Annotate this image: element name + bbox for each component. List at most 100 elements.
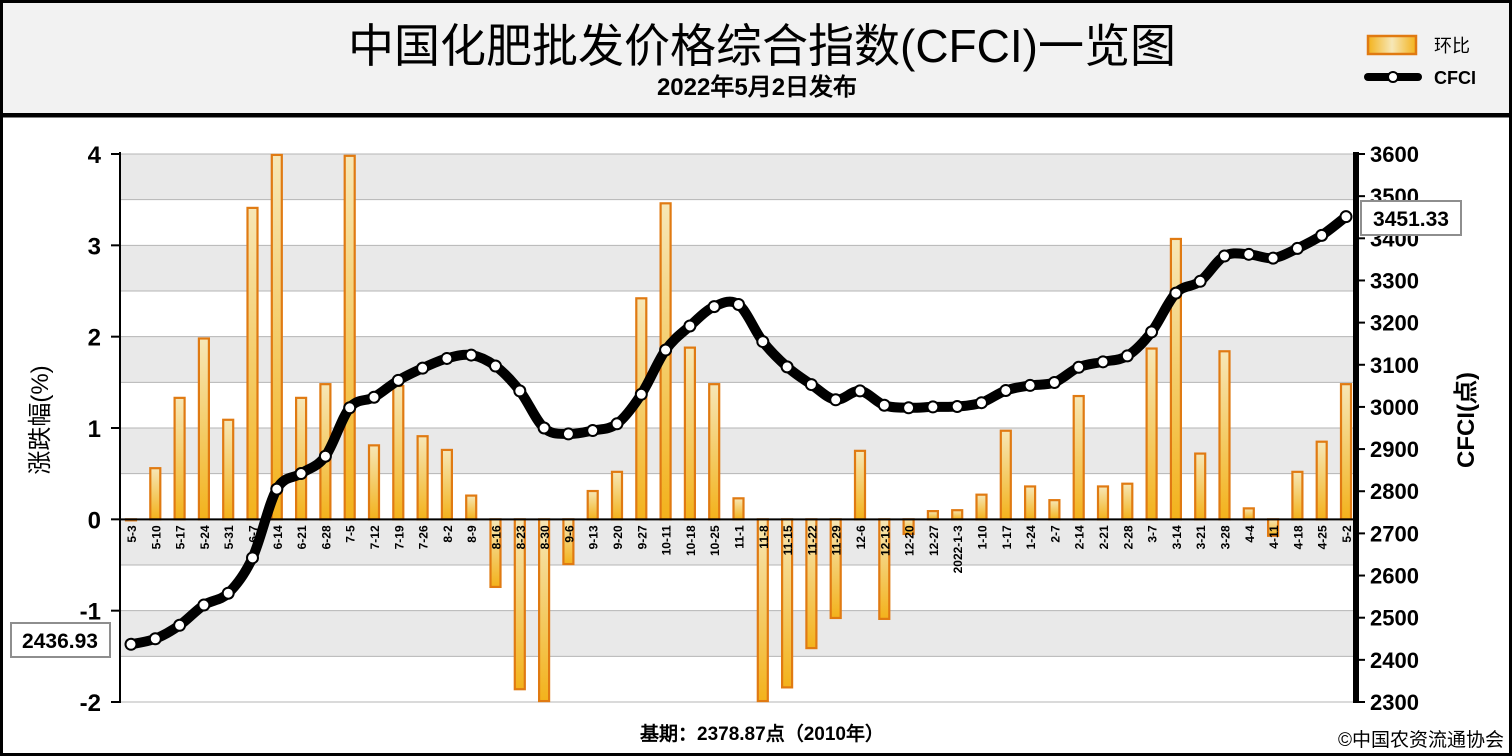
cfci-point-6-21: [294, 467, 308, 481]
x-tick-label: 9-6: [562, 525, 576, 543]
bar-2-21: [1096, 485, 1110, 521]
legend-line-label: CFCI: [1434, 68, 1476, 88]
bar-3-14: [1169, 237, 1183, 521]
callout-start-box: [10, 622, 111, 658]
bar-3-21: [1194, 452, 1207, 521]
cfci-point-1-24: [1023, 378, 1037, 392]
left-tick-label: 0: [88, 507, 101, 534]
bar-1-17: [999, 429, 1012, 521]
cfci-point-8-9: [464, 348, 478, 362]
bar-1-24: [1023, 485, 1037, 521]
bar-9-13: [586, 489, 599, 521]
x-tick-label: 11-22: [805, 525, 819, 555]
right-axis-label: CFCI(点): [1453, 372, 1480, 468]
bar-2-28: [1121, 482, 1134, 521]
bar-4-18: [1291, 470, 1304, 521]
cfci-point-5-24: [197, 598, 211, 612]
bar-8-2: [440, 448, 453, 521]
x-tick-label: 8-2: [441, 525, 455, 543]
bar-7-19: [392, 384, 405, 521]
legend-bar-label: 环比: [1434, 36, 1470, 56]
cfci-point-3-7: [1145, 325, 1159, 339]
cfci-point-9-13: [586, 424, 600, 438]
cfci-point-2022-1-3: [950, 400, 964, 414]
bar-7-12: [367, 444, 381, 521]
cfci-point-7-19: [391, 373, 405, 387]
cfci-point-5-10: [148, 632, 162, 646]
chart-title: 中国化肥批发价格综合指数(CFCI)一览图: [348, 20, 1176, 72]
callout-end-box: [1360, 200, 1462, 236]
right-tick-label: 2800: [1370, 479, 1419, 504]
bar-10-18: [683, 346, 697, 521]
bar-2022-1-3: [951, 509, 964, 521]
cfci-point-6-14: [270, 482, 284, 496]
x-tick-label: 10-18: [684, 525, 698, 556]
x-tick-label: 12-6: [854, 525, 868, 549]
right-tick-label: 2700: [1370, 521, 1419, 546]
bar-5-2: [1339, 383, 1353, 521]
right-tick-label: 2600: [1370, 564, 1419, 589]
x-tick-label: 1-17: [1000, 525, 1014, 549]
cfci-point-8-30: [537, 421, 551, 435]
cfci-point-3-21: [1193, 274, 1207, 288]
bar-4-25: [1315, 440, 1328, 521]
bar-5-31: [222, 418, 235, 521]
bar-5-17: [173, 396, 186, 521]
cfci-point-2-28: [1120, 349, 1134, 363]
bar-2-7: [1048, 499, 1061, 521]
x-tick-label: 3-21: [1194, 525, 1208, 549]
right-tick-label: 3300: [1370, 268, 1419, 293]
cfci-point-4-4: [1242, 247, 1256, 261]
x-tick-label: 4-25: [1316, 525, 1330, 549]
grid-band: [120, 519, 1356, 565]
cfci-point-7-12: [367, 390, 381, 404]
cfci-point-5-31: [221, 586, 235, 600]
bar-12-27: [926, 510, 940, 521]
x-tick-label: 1-10: [976, 525, 990, 549]
callout-end: 3451.33: [1360, 200, 1462, 236]
x-tick-label: 5-10: [149, 525, 163, 549]
right-tick-label: 3600: [1370, 142, 1419, 167]
cfci-point-5-17: [173, 618, 187, 632]
callout-start-value: 2436.93: [22, 630, 98, 653]
x-tick-label: 8-23: [514, 525, 528, 549]
right-tick-label: 3000: [1370, 395, 1419, 420]
x-tick-label: 10-25: [708, 525, 722, 556]
x-tick-label: 3-14: [1170, 525, 1184, 549]
cfci-point-7-5: [343, 401, 357, 415]
x-tick-label: 6-14: [271, 525, 285, 549]
cfci-point-9-27: [634, 387, 648, 401]
x-tick-label: 11-8: [757, 525, 771, 549]
x-tick-label: 5-3: [125, 525, 139, 543]
x-tick-label: 2-7: [1048, 525, 1062, 543]
x-tick-label: 2-21: [1097, 525, 1111, 549]
cfci-point-1-17: [999, 383, 1013, 397]
x-tick-label: 7-5: [344, 525, 358, 543]
bar-5-10: [149, 467, 162, 521]
x-tick-label: 8-9: [465, 525, 479, 543]
cfci-point-4-18: [1290, 241, 1304, 255]
x-tick-label: 1-24: [1024, 525, 1038, 549]
grid-band: [120, 610, 1356, 657]
left-tick-label: -2: [80, 690, 101, 717]
x-tick-label: 2022-1-3: [951, 525, 965, 573]
bar-10-25: [708, 383, 721, 521]
x-tick-label: 9-20: [611, 525, 625, 549]
x-tick-label: 11-1: [733, 525, 747, 549]
bar-9-20: [610, 470, 624, 521]
base-period-note: 基期：2378.87点（2010年）: [639, 722, 884, 745]
cfci-point-12-13: [877, 398, 891, 412]
x-tick-label: 12-20: [903, 525, 917, 556]
cfci-point-11-15: [780, 360, 794, 374]
x-tick-label: 12-13: [878, 525, 892, 556]
bar-4-4: [1242, 507, 1255, 521]
x-tick-label: 3-28: [1219, 525, 1233, 549]
bar-3-28: [1218, 350, 1231, 521]
right-tick-label: 2300: [1370, 690, 1419, 715]
bar-6-21: [295, 396, 308, 521]
x-tick-label: 3-7: [1146, 525, 1160, 543]
x-tick-label: 10-11: [660, 525, 674, 555]
cfci-point-11-22: [804, 378, 818, 392]
cfci-point-11-8: [756, 335, 770, 349]
